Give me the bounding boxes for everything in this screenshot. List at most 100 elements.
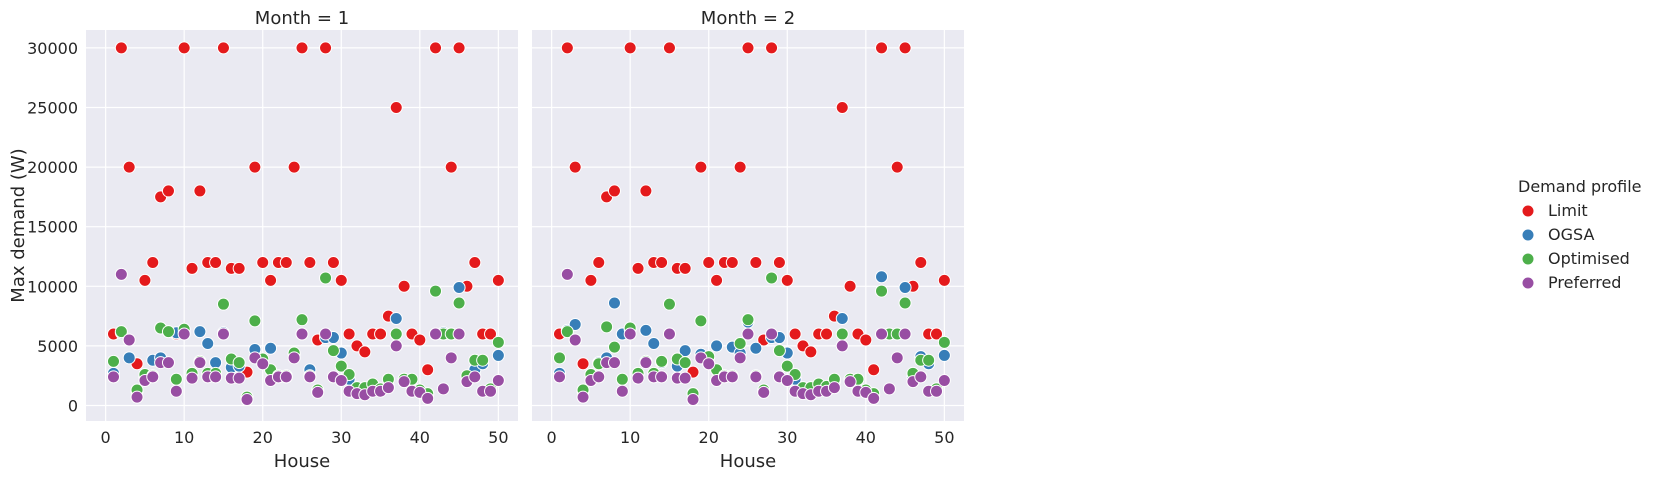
data-point-limit (484, 327, 498, 341)
data-point-limit (867, 363, 881, 377)
data-point-optimised (319, 271, 333, 285)
data-point-preferred (216, 327, 230, 341)
data-point-limit (256, 255, 270, 269)
x-tick-label: 10 (620, 428, 640, 447)
data-point-limit (835, 100, 849, 114)
legend-marker-limit (1521, 204, 1535, 218)
data-point-limit (177, 41, 191, 55)
data-point-limit (568, 160, 582, 174)
data-point-preferred (146, 370, 160, 384)
data-point-optimised (898, 296, 912, 310)
data-point-ogsa (491, 348, 505, 362)
data-point-preferred (114, 267, 128, 281)
data-point-preferred (686, 393, 700, 407)
data-point-limit (765, 41, 779, 55)
data-point-preferred (468, 370, 482, 384)
x-tick-label: 50 (934, 428, 954, 447)
x-tick-label: 0 (547, 428, 557, 447)
data-point-limit (374, 327, 388, 341)
data-point-ogsa (749, 341, 763, 355)
data-point-preferred (835, 339, 849, 353)
data-point-preferred (303, 370, 317, 384)
data-point-limit (295, 41, 309, 55)
data-point-preferred (843, 375, 857, 389)
data-point-optimised (106, 354, 120, 368)
data-point-limit (788, 327, 802, 341)
data-point-preferred (106, 370, 120, 384)
data-point-limit (287, 160, 301, 174)
data-point-limit (592, 255, 606, 269)
data-point-limit (193, 184, 207, 198)
data-point-limit (655, 255, 669, 269)
data-point-optimised (326, 344, 340, 358)
data-point-optimised (662, 297, 676, 311)
data-point-preferred (757, 385, 771, 399)
data-point-limit (725, 255, 739, 269)
y-tick-label: 25000 (27, 98, 78, 117)
data-point-limit (772, 255, 786, 269)
data-point-preferred (552, 370, 566, 384)
data-point-optimised (615, 372, 629, 386)
data-point-optimised (765, 271, 779, 285)
data-point-preferred (623, 327, 637, 341)
y-tick-label: 30000 (27, 39, 78, 58)
x-axis-label: House (274, 451, 330, 472)
data-point-optimised (491, 335, 505, 349)
data-point-ogsa (452, 280, 466, 294)
data-point-limit (749, 255, 763, 269)
data-point-preferred (592, 370, 606, 384)
data-point-limit (452, 41, 466, 55)
data-point-optimised (835, 327, 849, 341)
data-point-preferred (568, 333, 582, 347)
y-axis-label: Max demand (W) (8, 148, 29, 302)
data-point-preferred (930, 384, 944, 398)
data-point-preferred (741, 327, 755, 341)
x-tick-label: 50 (488, 428, 508, 447)
data-point-preferred (161, 356, 175, 370)
data-point-optimised (600, 320, 614, 334)
data-point-preferred (765, 327, 779, 341)
data-point-ogsa (264, 341, 278, 355)
data-point-preferred (655, 370, 669, 384)
data-point-preferred (576, 390, 590, 404)
data-point-ogsa (875, 270, 889, 284)
data-point-ogsa (201, 337, 215, 351)
data-point-limit (662, 41, 676, 55)
data-point-optimised (476, 353, 490, 367)
data-point-preferred (749, 370, 763, 384)
data-point-preferred (898, 327, 912, 341)
data-point-limit (326, 255, 340, 269)
data-point-preferred (491, 373, 505, 387)
data-point-preferred (295, 327, 309, 341)
data-point-optimised (429, 284, 443, 298)
data-point-optimised (334, 359, 348, 373)
data-point-preferred (169, 384, 183, 398)
data-point-optimised (169, 372, 183, 386)
data-point-optimised (772, 344, 786, 358)
data-point-optimised (937, 335, 951, 349)
data-point-limit (209, 255, 223, 269)
y-tick-label: 5000 (37, 337, 78, 356)
data-point-limit (875, 41, 889, 55)
data-point-limit (930, 327, 944, 341)
legend-marker-ogsa (1521, 228, 1535, 242)
data-point-limit (358, 345, 372, 359)
data-point-limit (185, 261, 199, 275)
data-point-preferred (389, 339, 403, 353)
data-point-limit (122, 160, 136, 174)
data-point-preferred (615, 384, 629, 398)
data-point-limit (138, 273, 152, 287)
data-point-limit (843, 279, 857, 293)
x-tick-label: 40 (410, 428, 430, 447)
data-point-optimised (560, 325, 574, 339)
legend-title: Demand profile (1518, 177, 1641, 196)
data-point-limit (491, 273, 505, 287)
data-point-optimised (607, 340, 621, 354)
x-tick-label: 0 (101, 428, 111, 447)
data-point-preferred (279, 370, 293, 384)
data-point-limit (937, 273, 951, 287)
data-point-preferred (678, 371, 692, 385)
data-point-preferred (725, 370, 739, 384)
data-point-limit (161, 184, 175, 198)
data-point-limit (389, 100, 403, 114)
